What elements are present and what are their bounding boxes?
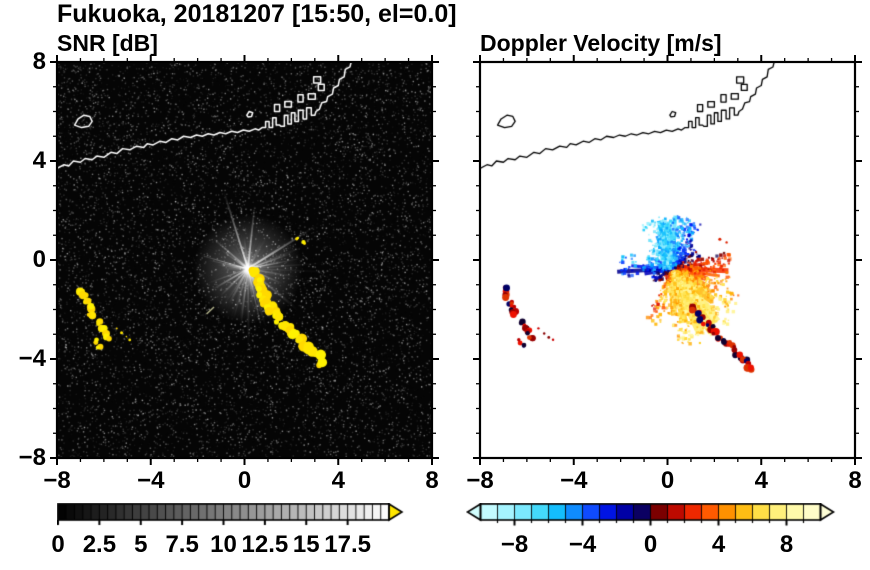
x-tick-label: 4 bbox=[331, 467, 345, 494]
snr-colorbar-label: 7.5 bbox=[165, 531, 199, 558]
doppler-map-canvas bbox=[480, 62, 855, 458]
snr-colorbar-label: 2.5 bbox=[82, 531, 117, 558]
x-tick-label: −8 bbox=[43, 467, 71, 494]
y-tick-label: 4 bbox=[32, 147, 46, 174]
doppler-panel-title: Doppler Velocity [m/s] bbox=[480, 30, 722, 56]
figure-title: Fukuoka, 20181207 [15:50, el=0.0] bbox=[57, 0, 457, 28]
doppler-colorbar-label: −8 bbox=[500, 531, 529, 558]
x-tick-label: −4 bbox=[560, 467, 588, 494]
snr-colorbar-label: 12.5 bbox=[241, 531, 289, 558]
x-tick-label: 8 bbox=[425, 467, 439, 494]
doppler-colorbar-label: 0 bbox=[643, 531, 658, 558]
snr-map-canvas bbox=[57, 62, 432, 458]
snr-panel-title: SNR [dB] bbox=[57, 30, 158, 56]
snr-colorbar-label: 5 bbox=[134, 531, 148, 558]
x-tick-label: −8 bbox=[466, 467, 494, 494]
doppler-colorbar-label: −4 bbox=[568, 531, 597, 558]
snr-colorbar-label: 0 bbox=[51, 531, 65, 558]
snr-colorbar-label: 10 bbox=[210, 531, 237, 558]
x-tick-label: 0 bbox=[660, 467, 675, 494]
snr-colorbar-label: 15 bbox=[292, 531, 320, 558]
x-tick-label: 4 bbox=[754, 467, 768, 494]
snr-colorbar-label: 17.5 bbox=[324, 531, 371, 558]
x-tick-label: 8 bbox=[848, 467, 862, 494]
y-tick-label: −8 bbox=[18, 444, 46, 471]
x-tick-label: −4 bbox=[137, 467, 165, 494]
doppler-colorbar bbox=[466, 503, 850, 529]
y-tick-label: 0 bbox=[32, 246, 46, 273]
doppler-plot bbox=[473, 55, 862, 465]
snr-colorbar bbox=[57, 503, 417, 529]
doppler-colorbar-label: 8 bbox=[779, 531, 794, 558]
snr-plot bbox=[50, 55, 439, 465]
doppler-colorbar-label: 4 bbox=[711, 531, 726, 558]
y-tick-label: 8 bbox=[32, 48, 46, 75]
x-tick-label: 0 bbox=[237, 467, 252, 494]
y-tick-label: −4 bbox=[18, 345, 46, 372]
